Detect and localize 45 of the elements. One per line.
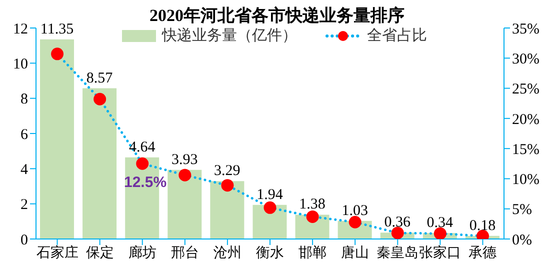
data-label: 0.34 bbox=[426, 215, 454, 232]
y2-tick-label: 35% bbox=[512, 21, 540, 38]
x-tick-label: 石家庄 bbox=[36, 244, 78, 261]
data-label: 1.94 bbox=[256, 186, 284, 203]
data-label: 4.64 bbox=[128, 139, 156, 156]
data-label: 0.36 bbox=[384, 214, 411, 231]
y2-tick-label: 20% bbox=[512, 112, 540, 128]
y2-tick-label: 5% bbox=[512, 202, 532, 218]
legend-label: 快递业务量（亿件） bbox=[162, 26, 297, 45]
y2-tick-label: 10% bbox=[512, 172, 540, 188]
data-label: 1.38 bbox=[299, 196, 326, 213]
x-tick-label: 张家口 bbox=[419, 244, 462, 261]
data-label: 3.29 bbox=[214, 163, 240, 180]
y-tick-label: 6 bbox=[20, 126, 28, 143]
y-tick-label: 4 bbox=[20, 162, 28, 178]
x-tick-label: 沧州 bbox=[213, 244, 242, 261]
x-tick-label: 秦皇岛 bbox=[376, 244, 419, 261]
x-tick-label: 保定 bbox=[86, 244, 114, 261]
data-label: 11.35 bbox=[40, 21, 74, 38]
y2-tick-label: 25% bbox=[512, 82, 540, 98]
y-tick-label: 0 bbox=[20, 232, 28, 248]
x-tick-label: 衡水 bbox=[256, 244, 284, 261]
bar bbox=[168, 170, 202, 239]
data-label: 3.93 bbox=[172, 152, 198, 168]
x-tick-label: 邯郸 bbox=[298, 244, 327, 261]
y-tick-label: 2 bbox=[20, 197, 28, 214]
x-tick-label: 承德 bbox=[468, 244, 497, 261]
annotation: 12.5% bbox=[124, 174, 167, 191]
data-label: 0.18 bbox=[469, 218, 496, 234]
x-tick-label: 廊坊 bbox=[128, 244, 156, 261]
y-tick-label: 12 bbox=[13, 21, 28, 38]
bar bbox=[82, 88, 117, 239]
chart-title: 2020年河北省各市快递业务量排序 bbox=[150, 6, 404, 25]
data-label: 1.03 bbox=[342, 202, 368, 219]
data-label: 8.57 bbox=[86, 70, 114, 86]
y2-tick-label: 30% bbox=[512, 51, 540, 68]
x-tick-label: 唐山 bbox=[341, 244, 370, 261]
x-tick-label: 邢台 bbox=[170, 244, 199, 261]
bar bbox=[40, 39, 74, 239]
bar bbox=[210, 181, 244, 239]
y2-tick-label: 15% bbox=[512, 142, 540, 158]
y-tick-label: 8 bbox=[20, 92, 28, 108]
legend-label: 全省占比 bbox=[367, 26, 427, 45]
y2-tick-label: 0% bbox=[512, 232, 532, 248]
y-tick-label: 10 bbox=[13, 56, 28, 72]
